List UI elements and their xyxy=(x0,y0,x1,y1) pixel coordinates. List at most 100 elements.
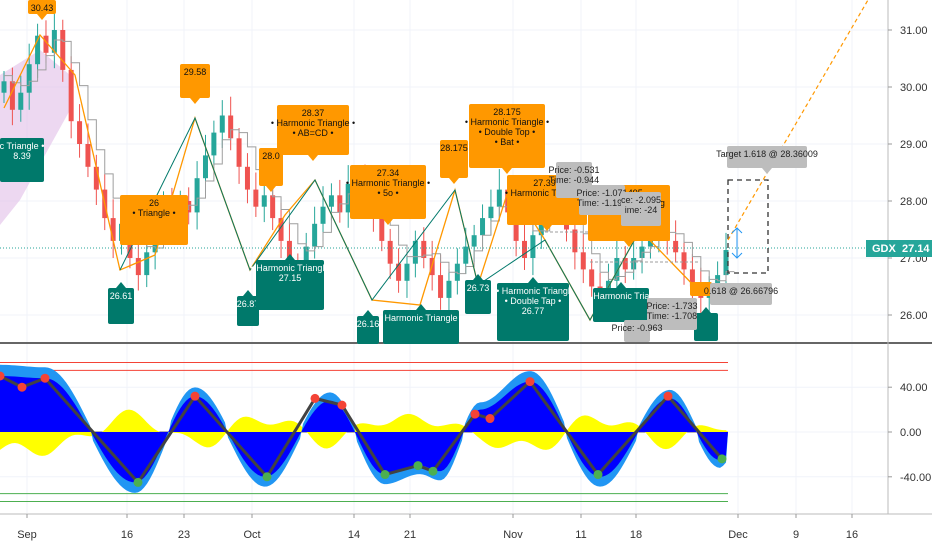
osc-tick-label: 40.00 xyxy=(900,382,928,394)
pattern-label-low-box xyxy=(593,288,649,322)
candle-body xyxy=(144,252,150,276)
time-tick-label: 11 xyxy=(575,529,586,541)
candle-body xyxy=(496,189,502,207)
price-tick-label: 29.00 xyxy=(900,139,928,151)
harmonic-legs xyxy=(119,116,641,322)
candle-body xyxy=(421,240,427,258)
pattern-label-low-text: • Harmonic Triangle xyxy=(251,263,330,273)
candle-body xyxy=(261,195,267,207)
candle-body xyxy=(244,166,250,190)
osc-peak-dot xyxy=(190,391,200,401)
candle-body xyxy=(379,218,385,241)
pattern-label-low-pointer xyxy=(116,282,126,288)
last-price-tag-bg xyxy=(866,240,932,257)
pattern-label-low-text: 26.73 xyxy=(467,283,490,293)
pattern-label-high-pointer xyxy=(383,219,393,225)
pattern-label-high: 28.175• Harmonic Triangle •• Double Top … xyxy=(465,104,549,174)
pattern-label-high-box xyxy=(180,64,210,98)
fib-target-label-box xyxy=(727,146,807,168)
pattern-label-high-pointer xyxy=(190,98,200,104)
pattern-label-high: 29.58 xyxy=(180,64,210,104)
candle-body xyxy=(530,235,536,258)
pattern-label-high-box xyxy=(690,282,712,296)
pattern-label-low-pointer xyxy=(701,307,711,313)
candle-body xyxy=(589,269,595,287)
pattern-label-high-text: • Harmonic Triangle • xyxy=(465,117,549,127)
pattern-label-high-text: • Double Top • xyxy=(479,127,536,137)
osc-axis: 40.00 0.00 -40.00 xyxy=(888,382,931,484)
candle-body xyxy=(328,195,334,207)
pattern-label-high-text: 28.37 xyxy=(302,108,325,118)
osc-trough-dot xyxy=(380,470,390,480)
pattern-label-high-text: • Bat • xyxy=(495,137,520,147)
pattern-label-low: 26.16 xyxy=(357,310,379,344)
candle-body xyxy=(1,81,7,93)
pattern-label-low-pointer xyxy=(528,277,538,283)
pattern-label-high-box xyxy=(469,104,545,168)
candle-body xyxy=(35,35,41,65)
time-tick-label: Sep xyxy=(17,529,37,541)
measurement-label-box xyxy=(647,298,697,330)
pattern-label-high xyxy=(690,282,712,296)
fib-target-label: Target 1.618 @ 28.36009 xyxy=(716,146,818,174)
pattern-label-low-box xyxy=(237,296,259,326)
pattern-label-left-box xyxy=(0,138,44,182)
candle-body xyxy=(387,240,393,264)
pattern-label-low-text: 26.87 xyxy=(237,299,260,309)
candle-body xyxy=(681,252,687,270)
time-tick-label: 23 xyxy=(178,529,190,541)
osc-yellow-area xyxy=(0,409,728,456)
pattern-label-high-pointer xyxy=(37,14,47,20)
symbol-label: GDX xyxy=(872,243,897,255)
candle-body xyxy=(312,223,318,247)
candle-body xyxy=(522,240,528,258)
time-tick-label: 18 xyxy=(630,529,642,541)
measurement-label-text: ce: -2.095 xyxy=(621,195,661,205)
pattern-label-low-text: 26.61 xyxy=(110,291,133,301)
pattern-label-high-text: 28.175 xyxy=(493,107,521,117)
pattern-label-high-text: 30.43 xyxy=(31,3,54,13)
candle-body xyxy=(622,258,628,270)
candle-body xyxy=(513,212,519,241)
candle-body xyxy=(572,229,578,253)
pattern-label-low: 26.61 xyxy=(108,282,134,324)
price-tick-label: 31.00 xyxy=(900,25,928,37)
measurement-label-text: Time: -1.194 xyxy=(577,198,627,208)
candle-body xyxy=(463,246,469,264)
pattern-label-high: 26• Triangle • xyxy=(120,195,188,245)
candle-body xyxy=(18,92,24,110)
pattern-label-high-box xyxy=(259,148,283,186)
pattern-label-high-box xyxy=(350,165,426,219)
measurement-label: Price: -0.963 xyxy=(611,320,663,342)
pattern-label-low-box xyxy=(465,280,491,314)
candle-body xyxy=(110,218,116,241)
pattern-label-high-text: 27.34 xyxy=(377,168,400,178)
pattern-label-high-box xyxy=(277,105,349,155)
pattern-label-low-text: 27.15 xyxy=(279,273,302,283)
measurement-label-text: Price: -0.531 xyxy=(548,165,599,175)
osc-peak-dot xyxy=(663,391,673,401)
candle-body xyxy=(723,250,729,276)
candle-body xyxy=(471,235,477,247)
last-price-tag: GDX 27.14 xyxy=(866,240,932,257)
pattern-label-high: 27.34• Harmonic Triangle •• 5o • xyxy=(346,165,430,225)
pattern-label-high: 28.0 xyxy=(259,148,283,192)
measurement-label-box xyxy=(624,320,650,342)
candle-body xyxy=(194,178,200,213)
shaded-area xyxy=(0,50,70,225)
pattern-label-high-text: • 5o • xyxy=(377,188,398,198)
pattern-label-high-text: 27.395 xyxy=(533,178,561,188)
osc-peak-dot xyxy=(0,371,5,381)
pattern-label-low xyxy=(694,307,718,341)
pattern-label-high-pointer xyxy=(624,241,634,247)
candle-body xyxy=(320,206,326,224)
candle-body xyxy=(278,218,284,241)
pattern-label-low-text: • Harmonic Triangle • xyxy=(379,313,463,323)
pattern-label-high-text: 28.0 xyxy=(262,151,280,161)
projection-box xyxy=(727,179,769,274)
measurement-label-text: Price: -0.963 xyxy=(611,323,662,333)
time-tick-label: Nov xyxy=(503,529,523,541)
osc-tick-label: -40.00 xyxy=(900,472,931,484)
